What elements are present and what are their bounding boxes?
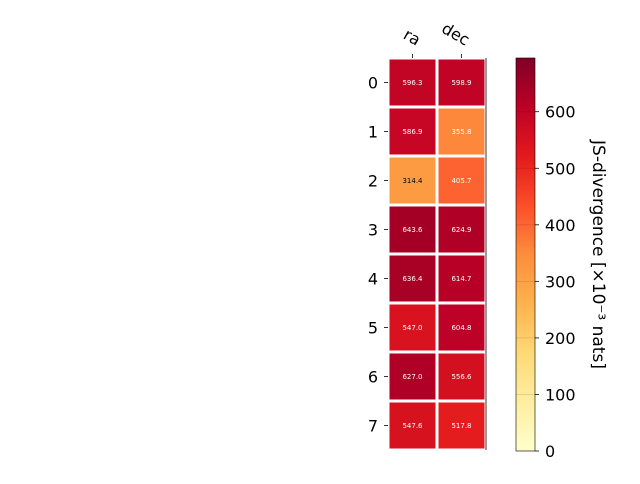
cell-value-label: 627.0 — [402, 373, 422, 381]
y-tick-label: 0 — [368, 74, 378, 93]
cell-value-label: 596.3 — [402, 79, 422, 87]
colorbar — [515, 57, 536, 452]
heatmap-cell — [438, 108, 485, 155]
heatmap-cell — [389, 108, 436, 155]
x-tick-label: dec — [439, 19, 473, 50]
cell-value-label: 355.8 — [451, 128, 471, 136]
heatmap-cell — [389, 402, 436, 449]
colorbar-tick-label: 200 — [545, 329, 576, 348]
colorbar-tick-label: 400 — [545, 216, 576, 235]
colorbar-tick-label: 300 — [545, 272, 576, 291]
heatmap-cell — [438, 304, 485, 351]
y-tick-label: 6 — [368, 368, 378, 387]
colorbar-tick-label: 100 — [545, 385, 576, 404]
y-tick-label: 2 — [368, 172, 378, 191]
colorbar-tick-label: 500 — [545, 159, 576, 178]
colorbar-label: JS-divergence [×10⁻³ nats] — [588, 139, 608, 369]
heatmap-cell — [438, 157, 485, 204]
y-tick-label: 1 — [368, 123, 378, 142]
cell-value-label: 314.4 — [402, 177, 423, 185]
heatmap-cell — [389, 59, 436, 106]
cell-value-label: 636.4 — [402, 275, 423, 283]
cell-value-label: 547.0 — [402, 324, 422, 332]
heatmap-cell — [438, 206, 485, 253]
heatmap-cell — [389, 304, 436, 351]
cell-value-label: 614.7 — [451, 275, 471, 283]
y-tick-label: 3 — [368, 221, 378, 240]
cell-value-label: 598.9 — [451, 79, 471, 87]
heatmap-cell — [438, 353, 485, 400]
cell-value-label: 586.9 — [402, 128, 422, 136]
heatmap-cell — [389, 206, 436, 253]
heatmap-cell — [438, 402, 485, 449]
heatmap-cell — [389, 255, 436, 302]
x-tick-label: ra — [400, 25, 424, 50]
y-tick-label: 4 — [368, 270, 378, 289]
heatmap-cell — [438, 255, 485, 302]
heatmap-cell — [438, 59, 485, 106]
y-tick-label: 7 — [368, 417, 378, 436]
cell-value-label: 517.8 — [451, 422, 471, 430]
heatmap-cell — [389, 157, 436, 204]
cell-value-label: 556.6 — [451, 373, 472, 381]
colorbar-tick-label: 0 — [545, 442, 555, 461]
cell-value-label: 604.8 — [451, 324, 471, 332]
heatmap-cell — [389, 353, 436, 400]
cell-value-label: 624.9 — [451, 226, 471, 234]
y-tick-label: 5 — [368, 319, 378, 338]
cell-value-label: 547.6 — [402, 422, 423, 430]
colorbar-tick-label: 600 — [545, 103, 576, 122]
cell-value-label: 643.6 — [402, 226, 423, 234]
cell-value-label: 405.7 — [451, 177, 471, 185]
